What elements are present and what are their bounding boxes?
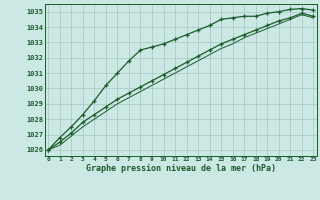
X-axis label: Graphe pression niveau de la mer (hPa): Graphe pression niveau de la mer (hPa)	[86, 164, 276, 173]
